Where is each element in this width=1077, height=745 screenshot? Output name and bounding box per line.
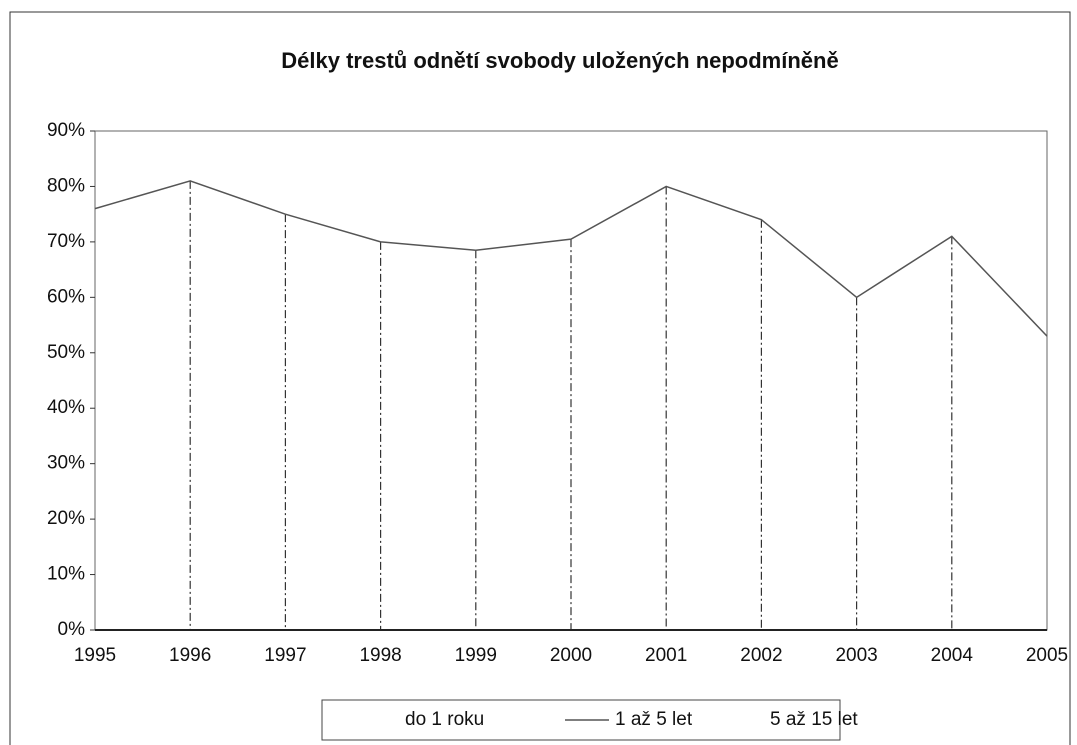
y-tick-label: 40% xyxy=(47,397,85,418)
x-tick-label: 2001 xyxy=(645,645,687,666)
x-tick-label: 1997 xyxy=(264,645,306,666)
chart-border xyxy=(9,11,1071,745)
series-line xyxy=(94,180,1048,337)
legend-label: do 1 roku xyxy=(405,709,484,730)
y-tick-label: 10% xyxy=(47,564,85,585)
x-tick-label: 2005 xyxy=(1026,645,1068,666)
x-tick-label: 1996 xyxy=(169,645,211,666)
y-tick-label: 90% xyxy=(47,120,85,141)
legend-box xyxy=(321,699,841,741)
y-tick-label: 70% xyxy=(47,231,85,252)
y-tick-label: 80% xyxy=(47,175,85,196)
x-tick-label: 1998 xyxy=(359,645,401,666)
x-tick-label: 1999 xyxy=(455,645,497,666)
y-tick-label: 0% xyxy=(58,619,86,640)
y-tick-label: 60% xyxy=(47,286,85,307)
x-tick-label: 2003 xyxy=(835,645,877,666)
x-tick-label: 1995 xyxy=(74,645,116,666)
y-tick-label: 50% xyxy=(47,342,85,363)
legend-label: 5 až 15 let xyxy=(770,709,858,730)
legend-label: 1 až 5 let xyxy=(615,709,693,730)
y-tick-label: 20% xyxy=(47,508,85,529)
x-tick-label: 2002 xyxy=(740,645,782,666)
x-tick-label: 2000 xyxy=(550,645,592,666)
chart-title: Délky trestů odnětí svobody uložených ne… xyxy=(281,48,838,73)
x-tick-label: 2004 xyxy=(931,645,974,666)
y-tick-label: 30% xyxy=(47,453,85,474)
